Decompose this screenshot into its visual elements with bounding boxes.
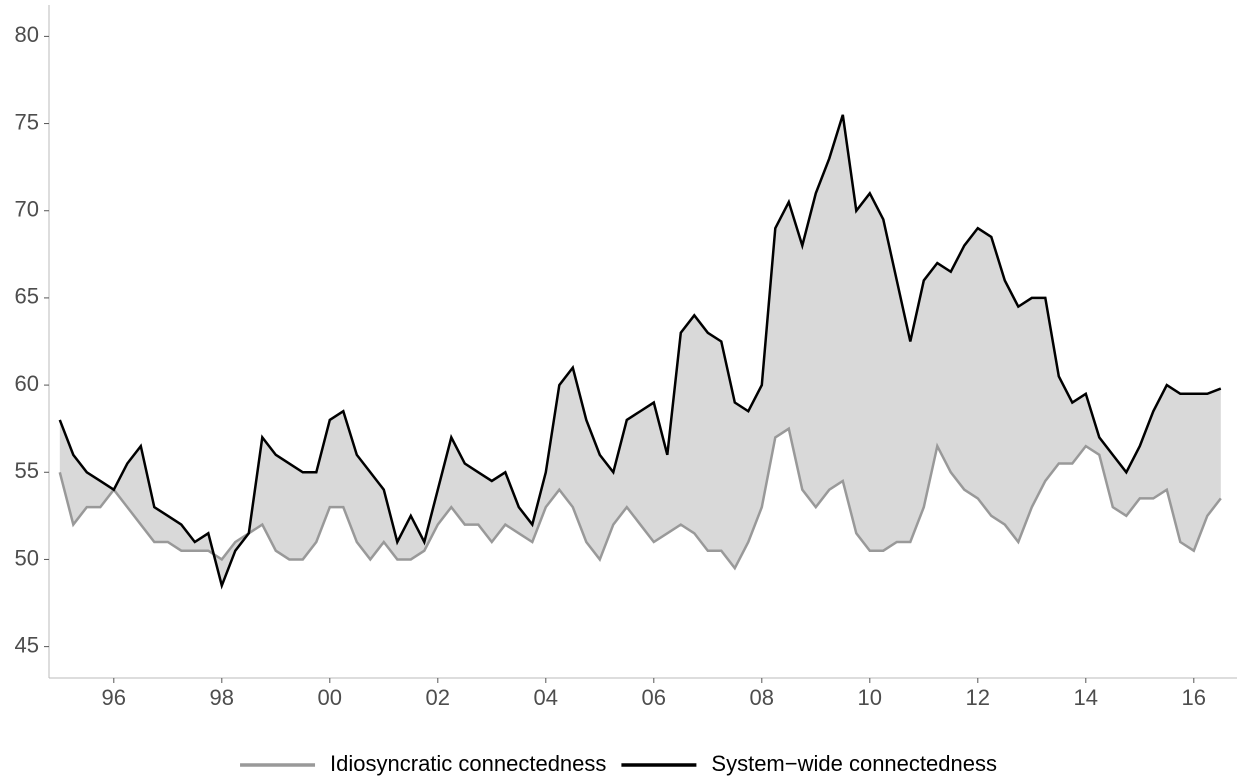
x-tick-label: 00 xyxy=(318,685,342,710)
legend-label: System−wide connectedness xyxy=(711,751,997,776)
series-line xyxy=(58,426,1222,571)
x-tick-label: 06 xyxy=(642,685,666,710)
x-tick-label: 98 xyxy=(210,685,234,710)
y-tick-label: 50 xyxy=(15,545,39,570)
legend-label: Idiosyncratic connectedness xyxy=(330,751,606,776)
y-tick-label: 45 xyxy=(15,632,39,657)
x-tick-label: 08 xyxy=(750,685,774,710)
x-tick-label: 96 xyxy=(102,685,126,710)
y-tick-label: 55 xyxy=(15,458,39,483)
y-tick-label: 80 xyxy=(15,22,39,47)
x-tick-label: 10 xyxy=(858,685,882,710)
x-tick-label: 16 xyxy=(1182,685,1206,710)
x-tick-label: 04 xyxy=(534,685,558,710)
x-tick-label: 14 xyxy=(1074,685,1098,710)
series-line xyxy=(58,114,1222,590)
x-tick-label: 02 xyxy=(426,685,450,710)
band-fill xyxy=(59,114,1221,586)
y-tick-label: 75 xyxy=(15,109,39,134)
x-tick-label: 12 xyxy=(966,685,990,710)
y-tick-label: 70 xyxy=(15,197,39,222)
y-tick-label: 65 xyxy=(15,284,39,309)
y-tick-label: 60 xyxy=(15,371,39,396)
